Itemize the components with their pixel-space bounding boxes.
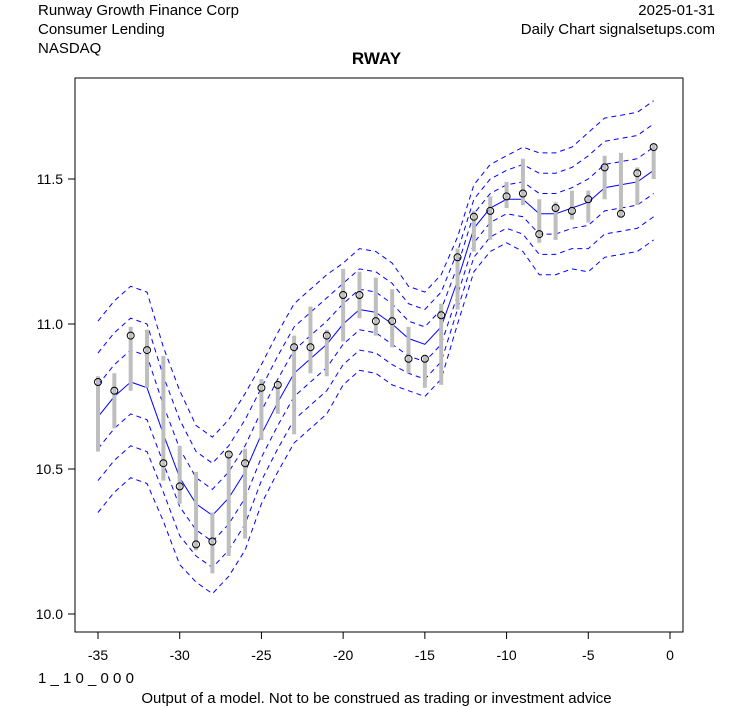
close-point xyxy=(404,354,413,363)
close-point xyxy=(502,192,511,201)
close-point xyxy=(355,291,364,299)
x-tick-label: -5 xyxy=(582,647,595,663)
close-point xyxy=(126,331,135,340)
close-point xyxy=(175,482,184,491)
band-line-minus2 xyxy=(97,216,654,569)
close-point xyxy=(600,163,609,172)
close-point xyxy=(143,346,152,355)
y-tick-label: 10.0 xyxy=(36,606,63,622)
close-point xyxy=(110,386,119,395)
close-point xyxy=(371,317,380,326)
x-tick-label: -20 xyxy=(333,647,353,663)
chart-source: Daily Chart signalsetups.com xyxy=(520,21,715,38)
close-point xyxy=(224,450,233,459)
close-point xyxy=(339,291,348,299)
model-code: 1 _ 1 0 _ 0 0 0 xyxy=(38,670,134,687)
close-point xyxy=(584,195,593,204)
close-point xyxy=(94,378,102,386)
x-tick-label: -30 xyxy=(170,647,190,663)
close-point xyxy=(388,317,397,326)
close-point xyxy=(306,343,315,352)
close-point xyxy=(486,206,495,215)
close-point xyxy=(257,383,266,392)
close-point xyxy=(567,206,576,215)
exchange: NASDAQ xyxy=(38,40,102,57)
close-point xyxy=(322,331,331,340)
y-tick-label: 11.5 xyxy=(37,171,63,187)
close-point xyxy=(241,459,250,468)
close-point xyxy=(437,311,446,320)
y-tick-label: 10.5 xyxy=(36,461,63,477)
close-point xyxy=(649,143,658,152)
close-point xyxy=(290,343,299,352)
disclaimer: Output of a model. Not to be construed a… xyxy=(141,690,612,707)
close-point xyxy=(535,230,544,239)
close-point xyxy=(208,537,217,546)
close-point xyxy=(453,253,462,262)
band-line-plus2 xyxy=(97,123,654,464)
close-point xyxy=(159,459,168,468)
x-tick-label: -25 xyxy=(251,647,271,663)
band-line-plus1 xyxy=(97,146,654,490)
plot-frame xyxy=(74,77,684,633)
x-tick-label: 0 xyxy=(666,647,674,663)
close-point xyxy=(518,189,527,198)
y-tick-label: 11.0 xyxy=(37,316,63,332)
close-point xyxy=(633,169,642,178)
close-point xyxy=(420,354,429,363)
chart-date: 2025-01-31 xyxy=(638,2,715,19)
x-tick-label: -35 xyxy=(88,647,108,663)
band-line-plus3 xyxy=(97,100,654,438)
close-point xyxy=(192,540,201,549)
close-point xyxy=(273,380,282,389)
x-tick-label: -10 xyxy=(496,647,516,663)
chart-title: RWAY xyxy=(351,49,402,68)
close-point xyxy=(469,212,478,221)
x-tick-label: -15 xyxy=(415,647,435,663)
close-point xyxy=(551,204,560,212)
company-name: Runway Growth Finance Corp xyxy=(38,2,239,19)
close-point xyxy=(616,209,625,218)
industry: Consumer Lending xyxy=(38,21,165,38)
